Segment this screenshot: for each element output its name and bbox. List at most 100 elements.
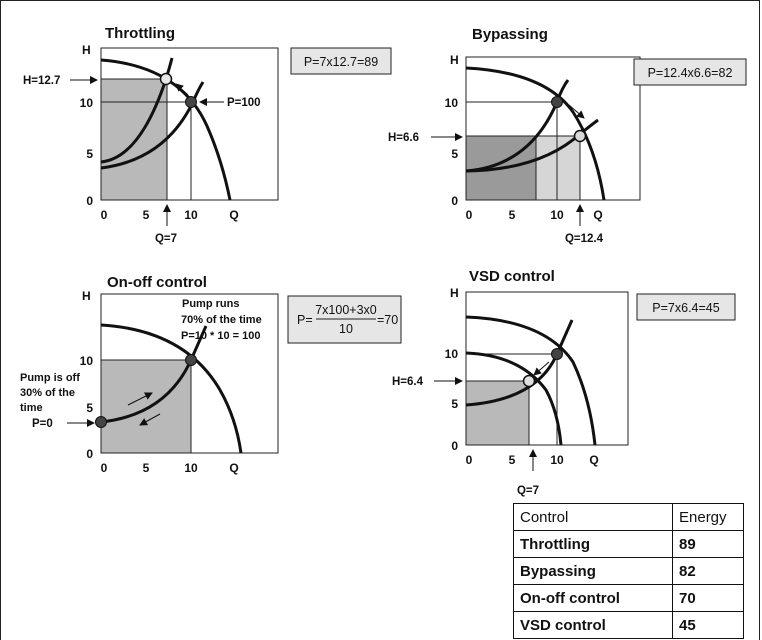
control-cell: On-off control: [513, 584, 673, 612]
shift-arrow: [175, 83, 189, 96]
y-tick: 10: [80, 96, 94, 110]
panel-throttling: Throttling H 0 5 10 0 5 10 Q H=12.7 P=10…: [23, 25, 392, 245]
control-cell: VSD control: [513, 611, 673, 639]
y-tick: 0: [451, 194, 458, 208]
system-curve: [465, 79, 570, 173]
power-formula: P=7x12.7=89: [304, 55, 378, 69]
x-tick: 10: [550, 208, 564, 222]
off-note-line: 30% of the: [20, 387, 75, 399]
y-tick: 10: [80, 354, 94, 368]
runs-note-line: 70% of the time: [181, 314, 262, 326]
pump-curve-reduced-speed: [465, 351, 563, 446]
x-axis-label: Q: [229, 461, 238, 475]
h-annotation: H=6.6: [388, 132, 419, 144]
energy-cell: 45: [672, 611, 744, 639]
power-formula: P=7x6.4=45: [652, 301, 719, 315]
runs-note-line: P=10 * 10 = 100: [181, 330, 261, 342]
y-tick: 5: [451, 147, 458, 161]
pump-curve-full-speed: [465, 315, 597, 446]
power-box: [290, 47, 392, 75]
x-tick: 5: [509, 208, 516, 222]
power-formula-suffix: =70: [377, 313, 398, 327]
y-axis-label: H: [82, 289, 91, 303]
x-tick: 10: [184, 461, 198, 475]
off-point: [95, 416, 107, 428]
operating-point: [159, 72, 173, 86]
energy-cell: 82: [672, 557, 744, 585]
x-axis-label: Q: [593, 208, 602, 222]
y-tick: 0: [86, 194, 93, 208]
h-annotation: H=12.7: [23, 75, 60, 87]
x-tick: 0: [101, 208, 108, 222]
h-annotation: H=6.4: [392, 376, 424, 388]
pump-curve: [100, 58, 232, 201]
power-formula-denominator: 10: [339, 322, 353, 336]
y-tick: 10: [445, 347, 459, 361]
original-point: [551, 96, 563, 108]
y-axis-label: H: [450, 286, 459, 300]
panel-title: VSD control: [469, 268, 555, 285]
panel-title: On-off control: [107, 274, 207, 291]
operating-point: [522, 374, 536, 388]
bypass-flow-area: [535, 135, 581, 201]
y-tick: 5: [451, 397, 458, 411]
power-box: [636, 293, 736, 321]
shift-arrow: [568, 104, 585, 119]
table-header-row: Control Energy: [513, 503, 744, 531]
panel-vsd: VSD control H 0 5 10 0 5 10 Q H=6.4 Q=7 …: [392, 268, 736, 497]
runs-note-line: Pump runs: [182, 298, 239, 310]
y-tick: 0: [451, 439, 458, 453]
x-tick: 0: [466, 208, 473, 222]
system-curve-bypass: [465, 118, 599, 173]
power-formula-numerator: 7x100+3x0: [315, 303, 377, 317]
panel-bypassing: Bypassing H 0 5 10 0 5 10 Q H=6.6 Q=12.4…: [388, 26, 747, 245]
x-tick: 5: [143, 461, 150, 475]
x-tick: 10: [184, 208, 198, 222]
q-annotation: Q=7: [517, 485, 539, 497]
energy-cell: 70: [672, 584, 744, 612]
x-tick: 5: [143, 208, 150, 222]
y-axis-label: H: [82, 43, 91, 57]
x-tick: 0: [101, 461, 108, 475]
energy-cell: 89: [672, 530, 744, 558]
x-tick: 5: [509, 453, 516, 467]
shift-arrow: [533, 361, 550, 376]
y-tick: 10: [445, 96, 459, 110]
x-axis-label: Q: [229, 208, 238, 222]
ramp-down-arrow: [139, 413, 161, 426]
power-formula-prefix: P=: [297, 313, 313, 327]
pump-curve: [465, 66, 606, 201]
panel-title: Throttling: [105, 25, 175, 42]
table-row: Throttling 89: [513, 530, 744, 558]
control-cell: Bypassing: [513, 557, 673, 585]
pump-curve: [100, 323, 243, 454]
original-point: [551, 348, 563, 360]
y-tick: 5: [86, 147, 93, 161]
p-annotation: P=0: [32, 418, 53, 430]
x-tick: 0: [466, 453, 473, 467]
x-tick: 10: [550, 453, 564, 467]
on-point: [185, 354, 197, 366]
operating-point: [573, 129, 587, 143]
ramp-up-arrow: [127, 392, 153, 406]
column-header: Energy: [672, 503, 744, 531]
table-row: Bypassing 82: [513, 557, 744, 585]
power-formula: P=12.4x6.6=82: [648, 66, 733, 80]
power-area: [100, 359, 192, 454]
x-axis-label: Q: [589, 453, 598, 467]
y-tick: 5: [86, 401, 93, 415]
table-row: On-off control 70: [513, 584, 744, 612]
power-box: [633, 58, 747, 86]
table-row: VSD control 45: [513, 611, 744, 639]
energy-comparison-table: Control Energy Throttling 89 Bypassing 8…: [513, 503, 744, 639]
y-axis-label: H: [450, 53, 459, 67]
panel-title: Bypassing: [472, 26, 548, 43]
q-annotation: Q=12.4: [565, 233, 604, 245]
p-annotation: P=100: [227, 97, 261, 109]
system-curve: [100, 81, 205, 170]
off-note-line: Pump is off: [20, 372, 80, 384]
column-header: Control: [513, 503, 673, 531]
q-annotation: Q=7: [155, 233, 177, 245]
